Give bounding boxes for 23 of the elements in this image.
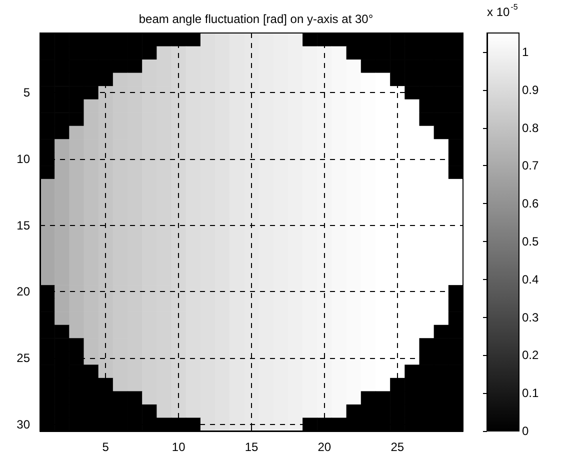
color-bar-label: 0.2 <box>522 348 540 362</box>
y-tick-label: 10 <box>16 152 30 166</box>
x-tick-label: 25 <box>390 440 404 454</box>
y-tick-label: 30 <box>16 417 30 432</box>
color-bar-label: 0.4 <box>522 272 540 286</box>
chart-title: beam angle fluctuation [rad] on y-axis at 30° <box>138 12 374 26</box>
color-bar-label: 0 <box>522 424 529 438</box>
color-bar-label: 1 <box>522 44 529 59</box>
y-tick-label: 5 <box>23 86 30 100</box>
color-bar-label: 0.3 <box>522 310 540 324</box>
color-bar-label: 0.9 <box>522 82 540 97</box>
x-tick-label: 10 <box>172 440 186 454</box>
color-bar-label: 0.6 <box>522 196 540 211</box>
color-bar-label: 0.1 <box>522 386 540 400</box>
x-tick-label: 15 <box>244 440 258 454</box>
color-bar-label: 0.8 <box>522 120 540 135</box>
x-tick-label: 20 <box>318 440 332 454</box>
y-tick-label: 15 <box>16 218 30 232</box>
color-bar-label: 0.7 <box>522 158 540 173</box>
y-tick-label: 20 <box>16 284 30 299</box>
x-tick-label: 5 <box>102 440 110 454</box>
color-bar-label: 0.5 <box>522 234 540 248</box>
y-tick-label: 25 <box>16 351 30 366</box>
